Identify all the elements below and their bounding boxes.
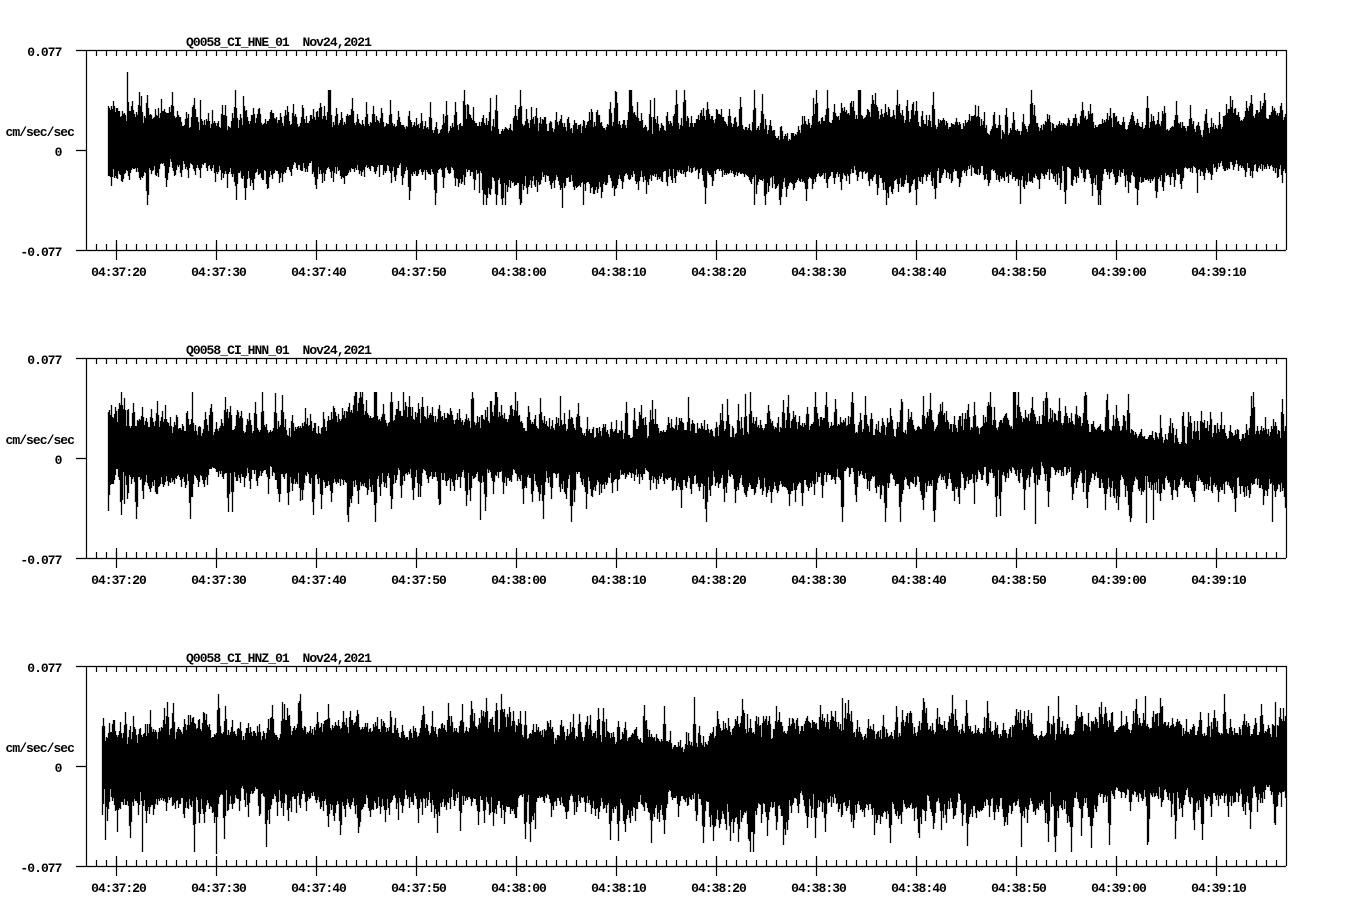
svg-text:04:39:00: 04:39:00 (1091, 265, 1147, 280)
svg-text:04:38:50: 04:38:50 (991, 573, 1047, 588)
svg-text:04:37:20: 04:37:20 (91, 265, 147, 280)
svg-text:0: 0 (55, 453, 63, 468)
svg-text:04:39:00: 04:39:00 (1091, 573, 1147, 588)
svg-text:04:38:30: 04:38:30 (791, 265, 847, 280)
svg-text:Q0058_CI_HNZ_01 Nov24,2021: Q0058_CI_HNZ_01 Nov24,2021 (186, 651, 372, 666)
svg-text:cm/sec/sec: cm/sec/sec (6, 741, 76, 756)
svg-text:04:37:50: 04:37:50 (391, 573, 447, 588)
svg-text:0.077: 0.077 (27, 661, 61, 676)
svg-text:04:37:30: 04:37:30 (191, 265, 247, 280)
svg-text:04:38:20: 04:38:20 (691, 265, 747, 280)
svg-text:04:38:50: 04:38:50 (991, 265, 1047, 280)
svg-text:04:38:50: 04:38:50 (991, 881, 1047, 896)
svg-text:04:38:20: 04:38:20 (691, 881, 747, 896)
svg-text:04:39:00: 04:39:00 (1091, 881, 1147, 896)
svg-text:04:38:40: 04:38:40 (891, 573, 947, 588)
svg-text:04:37:50: 04:37:50 (391, 265, 447, 280)
svg-text:04:38:10: 04:38:10 (591, 881, 647, 896)
svg-text:0.077: 0.077 (27, 45, 61, 60)
svg-text:04:37:30: 04:37:30 (191, 573, 247, 588)
svg-text:04:38:00: 04:38:00 (491, 881, 547, 896)
svg-text:cm/sec/sec: cm/sec/sec (6, 125, 76, 140)
svg-text:04:37:30: 04:37:30 (191, 881, 247, 896)
svg-text:0: 0 (55, 761, 63, 776)
svg-text:0.077: 0.077 (27, 353, 61, 368)
svg-text:04:39:10: 04:39:10 (1191, 265, 1247, 280)
svg-text:-0.077: -0.077 (20, 245, 61, 260)
svg-text:04:37:20: 04:37:20 (91, 881, 147, 896)
svg-text:Q0058_CI_HNE_01 Nov24,2021: Q0058_CI_HNE_01 Nov24,2021 (186, 35, 372, 50)
svg-text:04:38:00: 04:38:00 (491, 265, 547, 280)
svg-text:04:38:20: 04:38:20 (691, 573, 747, 588)
svg-text:cm/sec/sec: cm/sec/sec (6, 433, 76, 448)
svg-text:04:38:40: 04:38:40 (891, 265, 947, 280)
svg-text:04:37:40: 04:37:40 (291, 265, 347, 280)
svg-text:-0.077: -0.077 (20, 861, 61, 876)
svg-text:-0.077: -0.077 (20, 553, 61, 568)
svg-text:04:37:40: 04:37:40 (291, 573, 347, 588)
svg-text:04:37:40: 04:37:40 (291, 881, 347, 896)
svg-text:04:38:40: 04:38:40 (891, 881, 947, 896)
svg-text:04:38:30: 04:38:30 (791, 573, 847, 588)
svg-text:Q0058_CI_HNN_01 Nov24,2021: Q0058_CI_HNN_01 Nov24,2021 (186, 343, 372, 358)
svg-text:04:39:10: 04:39:10 (1191, 881, 1247, 896)
svg-text:04:39:10: 04:39:10 (1191, 573, 1247, 588)
svg-text:04:37:50: 04:37:50 (391, 881, 447, 896)
svg-text:04:37:20: 04:37:20 (91, 573, 147, 588)
svg-text:04:38:10: 04:38:10 (591, 573, 647, 588)
svg-text:0: 0 (55, 145, 63, 160)
svg-text:04:38:30: 04:38:30 (791, 881, 847, 896)
svg-text:04:38:00: 04:38:00 (491, 573, 547, 588)
svg-text:04:38:10: 04:38:10 (591, 265, 647, 280)
